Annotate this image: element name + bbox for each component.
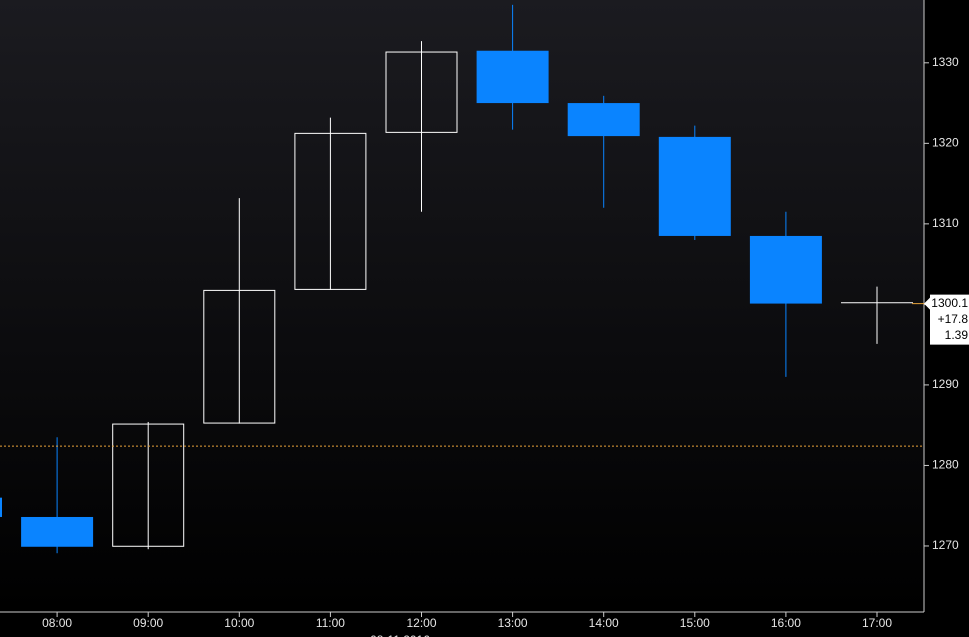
x-tick-label: 08:00 <box>42 616 72 630</box>
y-tick-label: 1320 <box>932 136 959 150</box>
body <box>203 289 276 424</box>
last-price-text: +17.8 <box>938 312 969 326</box>
last-price-box <box>924 294 969 345</box>
x-tick-label: 09:00 <box>133 616 163 630</box>
body <box>0 497 2 517</box>
body <box>385 51 458 133</box>
body <box>476 50 549 104</box>
body <box>21 516 94 547</box>
y-tick-label: 1270 <box>932 538 959 552</box>
body <box>294 132 367 290</box>
x-tick-label: 14:00 <box>589 616 619 630</box>
x-tick-label: 17:00 <box>862 616 892 630</box>
body <box>749 235 822 304</box>
x-tick-label: 11:00 <box>316 616 345 630</box>
candles <box>0 4 913 554</box>
x-tick-label: 15:00 <box>680 616 710 630</box>
x-tick-label: 12:00 <box>406 616 436 630</box>
date-label: 08-11 2016 <box>370 633 430 637</box>
y-tick-label: 1330 <box>932 55 959 69</box>
plot-area <box>0 0 924 612</box>
y-tick-label: 1290 <box>932 377 959 391</box>
x-tick-label: 16:00 <box>771 616 801 630</box>
body <box>658 136 731 236</box>
body <box>567 103 640 137</box>
x-tick-label: 10:00 <box>224 616 254 630</box>
y-tick-label: 1310 <box>932 216 959 230</box>
y-tick-label: 1280 <box>932 458 959 472</box>
last-price-text: 1.39 <box>945 328 969 342</box>
body <box>112 423 185 547</box>
x-tick-label: 13:00 <box>498 616 528 630</box>
last-price-text: 1300.1 <box>931 296 968 310</box>
